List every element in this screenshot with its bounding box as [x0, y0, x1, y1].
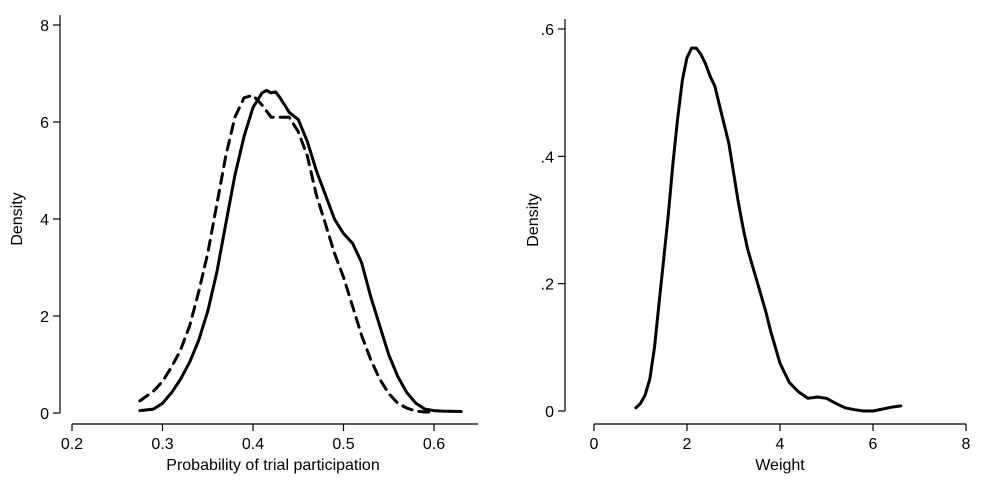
x-axis-label: Weight [755, 457, 805, 474]
y-tick-label: 0 [40, 406, 49, 423]
x-tick-label: 0.6 [423, 436, 445, 453]
y-tick-label: 4 [40, 212, 49, 229]
density-line-solid [634, 46, 903, 413]
y-tick-label: 2 [40, 309, 49, 326]
y-tick-label: 6 [40, 115, 49, 132]
y-tick-label: .2 [541, 277, 554, 294]
y-tick-label: 0 [545, 404, 554, 421]
density-line-dashed [138, 93, 436, 414]
density-panel-probability: 0 2 4 6 8 0.2 0.3 0.4 0.5 0.6 Probability of trial… [9, 15, 478, 474]
x-tick-label: 0 [590, 436, 599, 453]
x-tick-label: 0.4 [242, 436, 264, 453]
x-tick-label: 8 [962, 436, 971, 453]
x-tick-label: 0.5 [332, 436, 354, 453]
y-tick-label: .4 [541, 149, 554, 166]
density-panel-weight: 0 .2 .4 .6 0 2 4 6 8 Weight Density [525, 19, 971, 474]
y-axis-label: Density [525, 193, 542, 246]
x-tick-label: 6 [869, 436, 878, 453]
x-tick-label: 4 [776, 436, 785, 453]
y-tick-label: .6 [541, 22, 554, 39]
x-axis-label: Probability of trial participation [166, 457, 379, 474]
y-tick-label: 8 [40, 18, 49, 35]
x-tick-label: 0.2 [61, 436, 83, 453]
x-tick-label: 2 [683, 436, 692, 453]
y-axis-label: Density [9, 192, 26, 245]
density-line-solid [138, 89, 463, 413]
x-tick-label: 0.3 [151, 436, 173, 453]
